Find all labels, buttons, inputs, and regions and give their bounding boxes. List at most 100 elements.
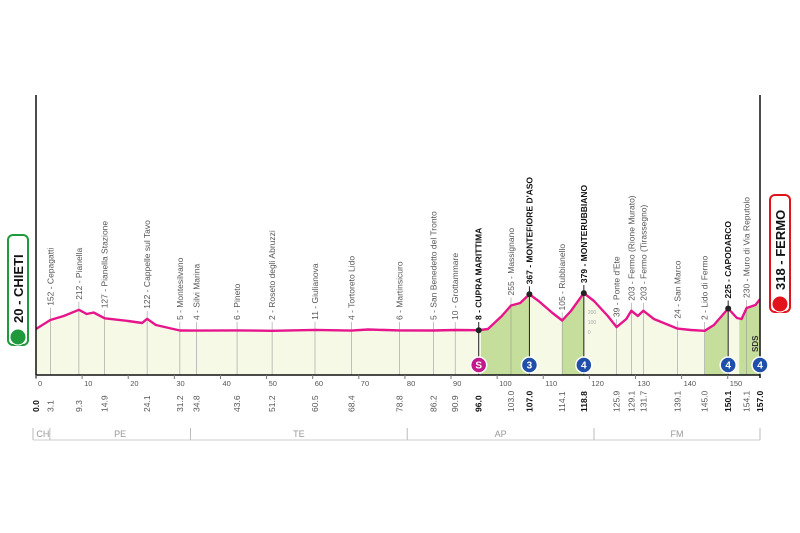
kom-marker <box>520 356 539 374</box>
waypoint-label: 367 - MONTEFIORE D'ASO <box>524 177 534 285</box>
elevation-line <box>35 291 761 332</box>
profile-area: 200 100 0 <box>36 293 760 375</box>
km-label: 3.1 <box>45 400 55 412</box>
km-label: 43.6 <box>232 395 242 412</box>
waypoint-label: 225 - CAPODARCO <box>723 221 733 299</box>
province-label: PE <box>114 429 126 439</box>
elevation-scale-label: 200 <box>588 310 597 316</box>
x-tick-label: 0 <box>38 379 42 388</box>
x-tick-label: 30 <box>176 379 184 388</box>
x-tick-label: 10 <box>84 379 92 388</box>
province-bar: CH PE TE AP FM <box>32 428 761 441</box>
x-tick-label: 110 <box>545 379 557 388</box>
province-label: AP <box>495 429 507 439</box>
finish-label: 318 - FERMO <box>773 210 788 290</box>
waypoint-label: 379 - MONTERUBBIANO <box>579 184 589 283</box>
km-label: 60.5 <box>310 395 320 412</box>
start-finish: 20 - CHIETI 318 - FERMO <box>7 194 791 346</box>
climb-fill <box>562 293 584 375</box>
x-tick-label: 20 <box>130 379 138 388</box>
km-label: 51.2 <box>267 395 277 412</box>
waypoint-label: 255 - Massignano <box>506 228 516 296</box>
finish-note: SDS <box>751 335 760 352</box>
km-label: 145.0 <box>700 390 710 412</box>
km-label: 78.8 <box>394 395 404 412</box>
km-label: 118.8 <box>579 391 589 412</box>
x-tick-label: 150 <box>730 379 743 388</box>
x-tick-label: 140 <box>684 379 697 388</box>
waypoint-label: 39 - Ponte d'Ete <box>612 256 622 317</box>
kom-marker <box>751 356 769 374</box>
waypoint-label: 10 - Grottammare <box>450 253 460 320</box>
kom-marker <box>719 356 737 374</box>
x-tick-label: 80 <box>407 379 415 388</box>
km-label: 157.0 <box>755 390 765 412</box>
km-label: 103.0 <box>506 390 516 412</box>
waypoint-label: 2 - Roseto degli Abruzzi <box>267 230 277 320</box>
finish-cyclist-icon <box>771 295 789 313</box>
waypoint-label: 105 - Rubbianello <box>557 244 567 311</box>
waypoint-label: 4 - Silvi Marina <box>191 264 201 320</box>
province-label: CH <box>36 429 49 439</box>
province-label: TE <box>293 429 305 439</box>
waypoint-label: 8 - CUPRA MARITTIMA <box>474 228 484 320</box>
elevation-scale-label: 100 <box>588 320 597 326</box>
km-label: 139.1 <box>672 390 682 412</box>
km-label: 68.4 <box>346 395 356 412</box>
km-label: 125.9 <box>612 390 622 412</box>
kom-marker-label: 4 <box>725 361 731 372</box>
waypoint-label: 2 - Lido di Fermo <box>700 255 710 320</box>
x-tick-label: 90 <box>453 379 461 388</box>
kom-marker-label: 4 <box>581 361 587 372</box>
km-label: 31.2 <box>175 395 185 412</box>
km-label: 86.2 <box>429 395 439 412</box>
km-label: 114.1 <box>557 391 567 412</box>
summit-dot <box>580 290 587 297</box>
waypoint-label: 230 - Muro di Via Reputolo <box>742 197 752 298</box>
waypoint-label: 152 - Cepagatti <box>45 248 55 306</box>
sprint-marker <box>469 356 488 374</box>
waypoint-label: 127 - Pianella Stazione <box>100 221 110 309</box>
waypoint-label: 24 - San Marco <box>672 260 682 318</box>
start-label: 20 - CHIETI <box>11 254 26 323</box>
km-label: 0.0 <box>31 400 41 412</box>
waypoint-label: 203 - Fermo (Rione Murato) <box>626 195 636 301</box>
x-tick-label: 60 <box>315 379 323 388</box>
x-tick-label: 120 <box>591 379 604 388</box>
climb-markers: S 3 4 4 4 SDS <box>469 290 769 374</box>
kom-marker-label: 4 <box>757 361 763 372</box>
km-label: 24.1 <box>142 395 152 412</box>
x-tick-label: 70 <box>361 379 369 388</box>
km-label: 150.1 <box>723 390 733 412</box>
climb-fill <box>704 308 729 375</box>
waypoint-label: 5 - San Benedetto del Tronto <box>429 211 439 320</box>
waypoint-label: 11 - Giulianova <box>310 263 320 320</box>
km-label: 107.0 <box>524 390 534 412</box>
kom-marker <box>575 356 593 374</box>
start-cyclist-icon <box>9 328 27 346</box>
kom-marker-label: 3 <box>527 361 533 372</box>
km-label: 154.1 <box>742 390 752 412</box>
waypoint-labels: 152 - Cepagatti 212 - Pianella 127 - Piane… <box>45 177 751 320</box>
profile-line <box>35 291 761 332</box>
km-label: 9.3 <box>74 400 84 412</box>
waypoint-label: 212 - Pianella <box>74 248 84 300</box>
km-label: 90.9 <box>450 395 460 412</box>
x-tick-label: 100 <box>499 379 512 388</box>
x-tick-label: 130 <box>637 379 650 388</box>
waypoint-label: 122 - Cappelle sul Tavo <box>142 220 152 309</box>
x-tick-label: 50 <box>269 379 277 388</box>
climb-fill <box>481 294 530 375</box>
km-label: 96.0 <box>474 395 484 412</box>
summit-dot <box>526 291 533 298</box>
elevation-scale-label: 0 <box>588 330 591 336</box>
climb-fill <box>739 299 760 375</box>
km-label: 14.9 <box>100 395 110 412</box>
waypoint-label: 6 - Martinsicuro <box>394 261 404 320</box>
sprint-marker-label: S <box>475 361 482 372</box>
km-label: 129.1 <box>626 390 636 412</box>
waypoint-label: 6 - Pineto <box>232 283 242 320</box>
x-tick-label: 40 <box>222 379 230 388</box>
summit-dot <box>475 327 482 334</box>
